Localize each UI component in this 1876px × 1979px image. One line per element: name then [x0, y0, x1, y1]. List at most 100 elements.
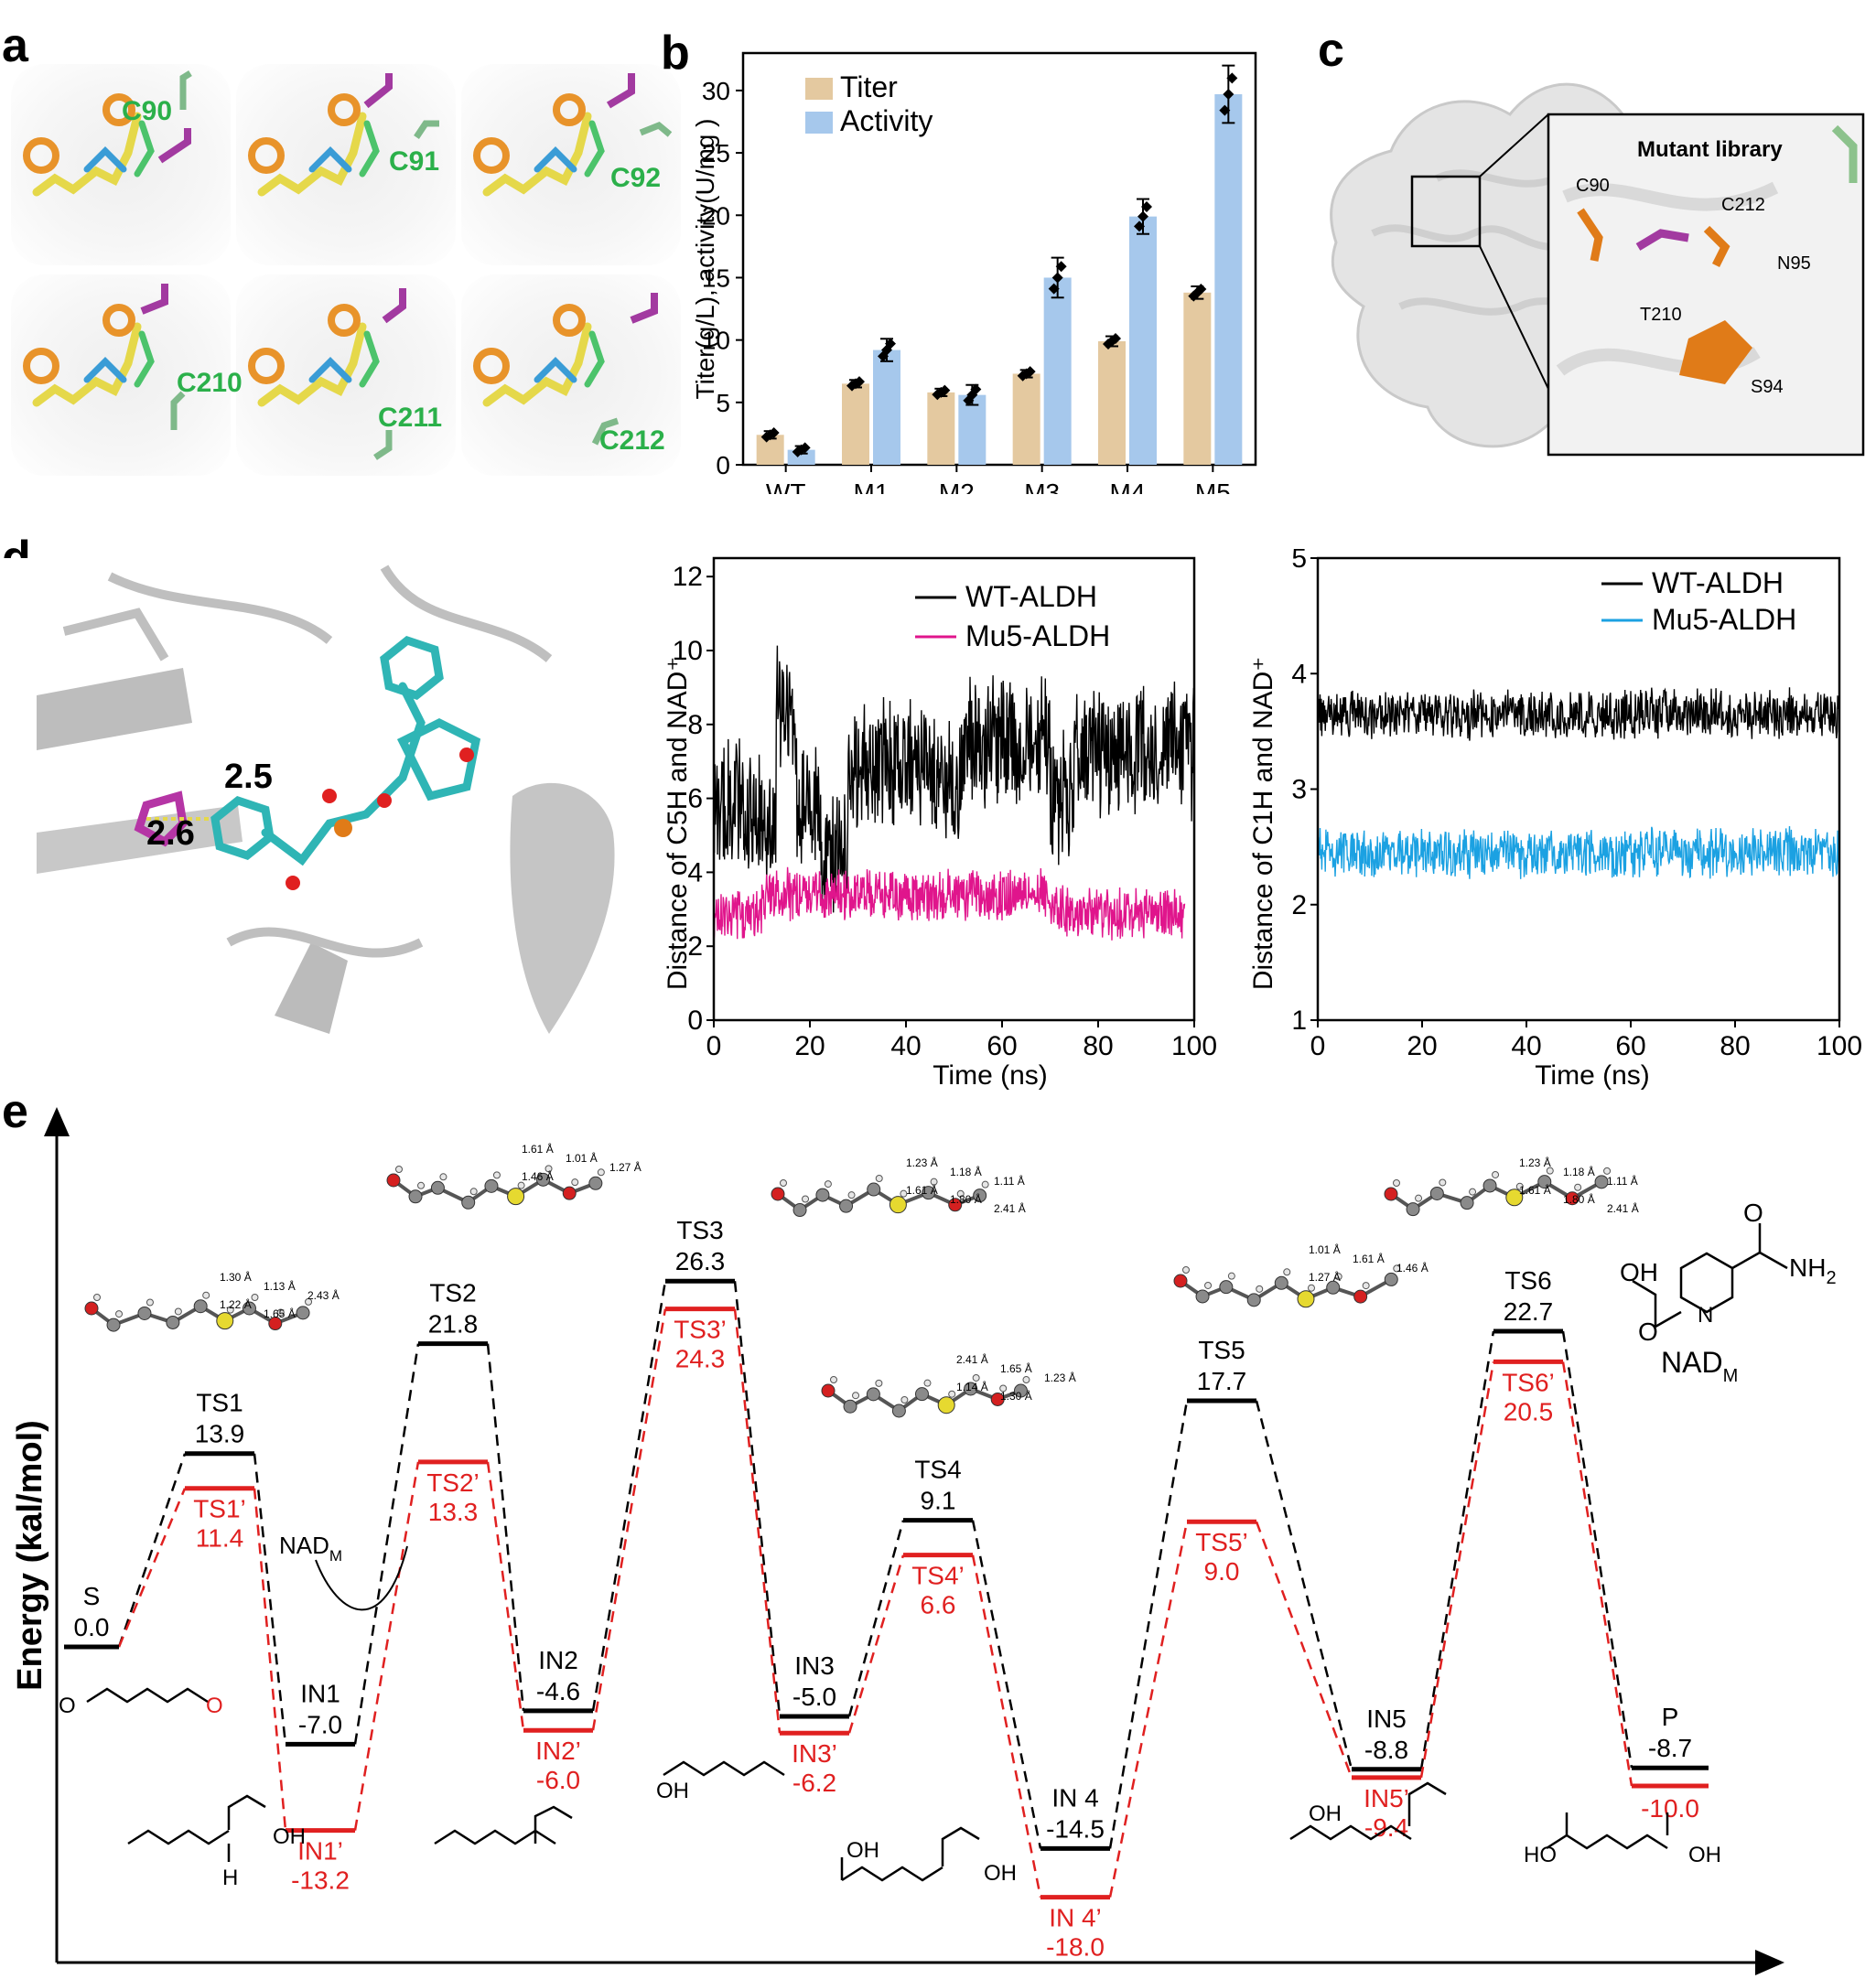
bar-activity	[958, 394, 987, 465]
mutant-connector	[253, 1488, 287, 1831]
mutant-state-name: TS6’	[1502, 1368, 1555, 1396]
series-line-mu5-aldh	[713, 866, 1186, 943]
wt-connector	[733, 1281, 782, 1717]
legend-label-titer: Titer	[840, 70, 898, 103]
y-tick-label: 4	[687, 857, 703, 887]
bar-titer	[1098, 341, 1126, 465]
oh-label: OH	[1309, 1802, 1342, 1826]
bond-distance-label: 1.13 Å	[264, 1279, 296, 1293]
mutant-connector	[847, 1554, 905, 1734]
state-name: TS4	[914, 1456, 961, 1484]
x-tick-label: 20	[1407, 1031, 1437, 1061]
mutant-connector	[1255, 1521, 1353, 1779]
state-energy: -14.5	[1046, 1814, 1105, 1843]
state-energy: -5.0	[792, 1683, 836, 1711]
bond-distance-label: 1.01 Å	[566, 1151, 598, 1165]
state-name: IN5	[1366, 1705, 1407, 1733]
oh-label: OH	[656, 1779, 689, 1803]
bond-distance-label: 1.01 Å	[1309, 1242, 1341, 1256]
bond-distance-label: 2.41 Å	[1607, 1201, 1639, 1215]
o-label: O	[59, 1694, 76, 1718]
residue-label: S94	[1751, 377, 1784, 397]
data-point	[939, 384, 951, 396]
x-tick-label: WT	[766, 479, 806, 494]
panel-label-a: a	[2, 19, 28, 72]
bond-distance-label: 1.23 Å	[1044, 1371, 1076, 1384]
residue-label: C212	[599, 425, 665, 456]
y-tick-label: 12	[673, 562, 703, 592]
nh2-label: NH2	[1789, 1253, 1837, 1288]
mutant-state-name: TS1’	[193, 1495, 246, 1523]
mutant-connector	[1561, 1361, 1633, 1787]
legend-swatch-activity	[805, 112, 833, 134]
state-energy: 0.0	[74, 1613, 110, 1641]
state-energy: -8.7	[1648, 1734, 1692, 1762]
line-chart-c5h: 0 20 40 60 80 100 0 2 4 6 8 10 12 Distance of C5H an…	[663, 556, 1217, 1091]
data-point	[1055, 261, 1067, 273]
y-axis-label: Distance of C1H and NAD⁺	[1248, 657, 1278, 990]
bond-distance-label: 2.41 Å	[994, 1201, 1026, 1215]
mutant-state-name: TS3’	[674, 1316, 727, 1344]
wt-connector	[1108, 1400, 1189, 1849]
bond-distance-label: 1.61 Å	[1353, 1252, 1385, 1265]
n-plus-label: N	[1698, 1303, 1713, 1328]
data-point	[1134, 220, 1145, 232]
state-energy: -4.6	[536, 1677, 580, 1705]
nadm-structure	[1632, 1223, 1788, 1328]
legend-label-wt: WT-ALDH	[1652, 566, 1784, 599]
y-tick-label: 25	[702, 139, 730, 167]
x-tick-label: M1	[854, 479, 889, 494]
mutant-state-energy: 9.0	[1204, 1557, 1240, 1586]
inset-title: Mutant library	[1637, 137, 1783, 162]
series-line-wt-aldh	[1317, 687, 1840, 741]
x-tick-label: 60	[1615, 1031, 1645, 1061]
bond-distance-label: 1.46 Å	[1396, 1261, 1429, 1275]
bar-titer	[1012, 373, 1040, 465]
oh-label: OH	[846, 1838, 879, 1863]
data-point	[932, 389, 943, 401]
bond-distance-label: 1.61 Å	[906, 1183, 938, 1197]
mutant-state-name: IN5’	[1364, 1784, 1409, 1812]
bond-distance-label: 2.43 Å	[307, 1288, 340, 1302]
bond-distance-label: 1.27 Å	[1309, 1270, 1341, 1284]
x-tick-label: 40	[890, 1031, 921, 1061]
y-tick-label: 2	[687, 931, 703, 962]
data-point	[792, 446, 803, 457]
state-name: TS5	[1198, 1336, 1245, 1364]
y-tick-label: 2	[1291, 890, 1307, 920]
bond-distance-label: 1.11 Å	[994, 1174, 1025, 1188]
x-tick-label: 100	[1171, 1031, 1217, 1061]
oh-label: OH	[1688, 1843, 1721, 1867]
bond-distance-label: 1.61 Å	[522, 1142, 554, 1156]
data-point	[970, 383, 982, 395]
state-name: TS6	[1504, 1266, 1551, 1295]
state-energy: 21.8	[428, 1310, 479, 1339]
residue-label: C212	[1721, 195, 1765, 215]
y-tick-label: 5	[1291, 549, 1307, 574]
mutant-state-name: TS5’	[1195, 1528, 1248, 1556]
bond-distance-label: 1.22 Å	[220, 1297, 252, 1311]
residue-label: C90	[122, 96, 173, 126]
data-point	[764, 429, 776, 441]
panel-label-c: c	[1318, 24, 1344, 77]
mutant-state-name: TS4’	[911, 1562, 965, 1590]
distance-label: 2.5	[224, 758, 273, 796]
residue-label: C211	[378, 403, 443, 433]
y-tick-label: 0	[687, 1006, 703, 1036]
bar-activity	[873, 350, 900, 465]
residue-label: T210	[1640, 305, 1682, 325]
bond-distance-label: 1.80 Å	[1563, 1192, 1595, 1206]
mutant-state-energy: -18.0	[1046, 1933, 1105, 1962]
bar-titer	[842, 383, 869, 465]
mutant-state-energy: -13.2	[291, 1866, 350, 1895]
panel-d-structure	[0, 558, 622, 1070]
substrate-structures	[86, 1687, 1669, 1882]
o-label: O	[206, 1694, 223, 1718]
bar-titer	[1183, 292, 1212, 465]
residue-label: N95	[1777, 253, 1811, 274]
mutant-state-energy: -9.4	[1364, 1813, 1408, 1842]
state-name: IN2	[538, 1646, 578, 1674]
state-energy: -8.8	[1364, 1736, 1408, 1764]
energy-profile: Energy (kal/mol) S 0.0 TS1 13.9 TS1’11.4 IN1 -…	[11, 1107, 1837, 1975]
x-tick-label: M4	[1110, 479, 1146, 494]
